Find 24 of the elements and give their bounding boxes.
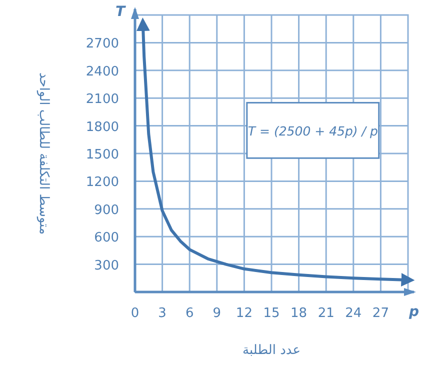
x-tick-label: 27 bbox=[372, 306, 389, 321]
y-tick-label: 2700 bbox=[86, 36, 119, 52]
x-tick-label: 18 bbox=[290, 306, 308, 321]
y-tick-label: 2400 bbox=[86, 64, 119, 80]
y-tick-label: 900 bbox=[94, 202, 119, 218]
x-tick-label: 24 bbox=[345, 306, 362, 321]
y-tick-label: 1500 bbox=[86, 148, 119, 162]
x-tick-label: 12 bbox=[236, 306, 252, 321]
y-axis-title: متوسط التكلفة للطالب الواحد bbox=[36, 72, 51, 235]
y-tick-label: 600 bbox=[94, 230, 119, 246]
y-tick-label: 1800 bbox=[86, 120, 119, 135]
x-tick-label: 6 bbox=[185, 306, 194, 321]
y-tick-label: 300 bbox=[94, 258, 119, 274]
annotation: T = (2500 + 45p) / p bbox=[248, 123, 378, 138]
text: p bbox=[408, 304, 420, 320]
text: T bbox=[115, 4, 126, 20]
x-tick-label: 3 bbox=[158, 306, 166, 321]
y-tick-label: 2100 bbox=[86, 92, 119, 108]
x-tick-label: 15 bbox=[263, 306, 280, 321]
x-tick-label: 0 bbox=[130, 306, 140, 321]
x-tick-label: 9 bbox=[212, 306, 222, 321]
x-tick-label: 21 bbox=[318, 306, 334, 321]
x-axis-title: عدد الطلبة bbox=[242, 343, 300, 358]
y-tick-label: 1200 bbox=[86, 175, 119, 190]
